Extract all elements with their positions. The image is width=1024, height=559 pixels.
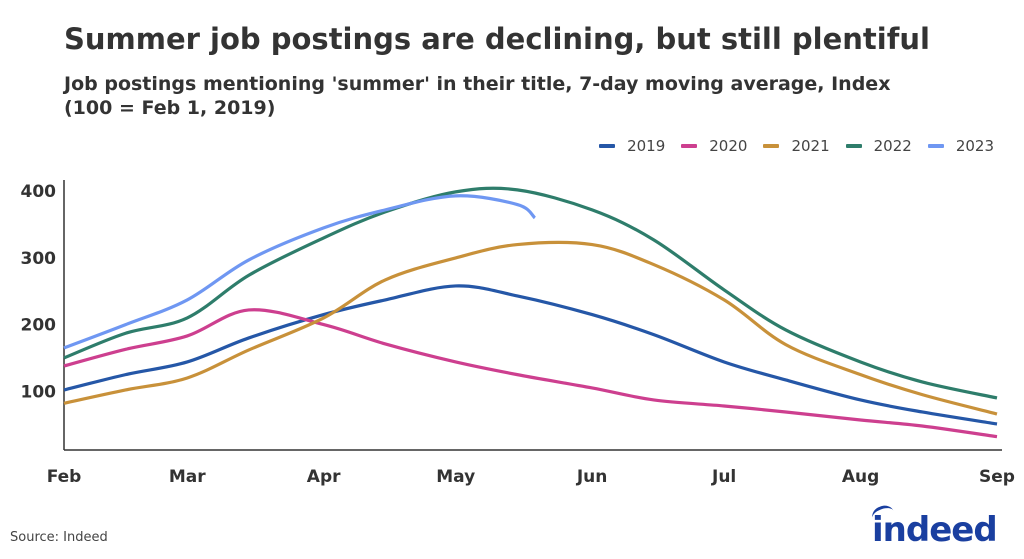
line-chart: 100 200 300 400 Feb Mar Apr May Jun Jul Aug Sep <box>21 180 1015 487</box>
legend-item-2020: 2020 <box>681 137 747 155</box>
x-tick-label: Aug <box>842 467 879 487</box>
x-tick-label: Jun <box>576 467 608 487</box>
legend-swatch <box>681 144 698 148</box>
x-tick-label: Mar <box>169 467 206 487</box>
y-tick-label: 300 <box>21 249 57 269</box>
y-tick-label: 400 <box>21 182 57 202</box>
legend-label: 2022 <box>873 137 912 155</box>
legend-swatch <box>599 144 616 148</box>
legend-swatch <box>763 144 780 148</box>
series-line-2020 <box>63 308 998 439</box>
series-line-2021 <box>63 240 998 416</box>
legend-label: 2021 <box>791 137 830 155</box>
x-tick-label: Jul <box>711 467 736 487</box>
series-line-2019 <box>63 284 998 426</box>
x-tick-label: Feb <box>47 467 82 487</box>
source-note: Source: Indeed <box>10 530 108 545</box>
x-tick-label: May <box>436 467 475 487</box>
chart-title: Summer job postings are declining, but s… <box>64 22 930 56</box>
legend-label: 2023 <box>955 137 994 155</box>
legend: 2019 2020 2021 2022 2023 <box>599 137 994 155</box>
legend-item-2022: 2022 <box>845 137 912 155</box>
legend-item-2023: 2023 <box>927 137 994 155</box>
legend-item-2019: 2019 <box>599 137 665 155</box>
legend-swatch <box>927 144 944 148</box>
legend-swatch <box>845 144 862 148</box>
legend-item-2021: 2021 <box>763 137 830 155</box>
legend-label: 2019 <box>627 137 666 155</box>
x-tick-label: Sep <box>979 467 1015 487</box>
legend-label: 2020 <box>709 137 748 155</box>
series-line-2023 <box>63 194 537 350</box>
series-line-2022 <box>63 186 998 400</box>
y-tick-label: 100 <box>21 382 57 402</box>
x-tick-label: Apr <box>307 467 341 487</box>
indeed-logo: indeed <box>872 510 998 550</box>
chart-subtitle: Job postings mentioning 'summer' in thei… <box>64 73 891 119</box>
y-tick-label: 200 <box>21 316 57 336</box>
